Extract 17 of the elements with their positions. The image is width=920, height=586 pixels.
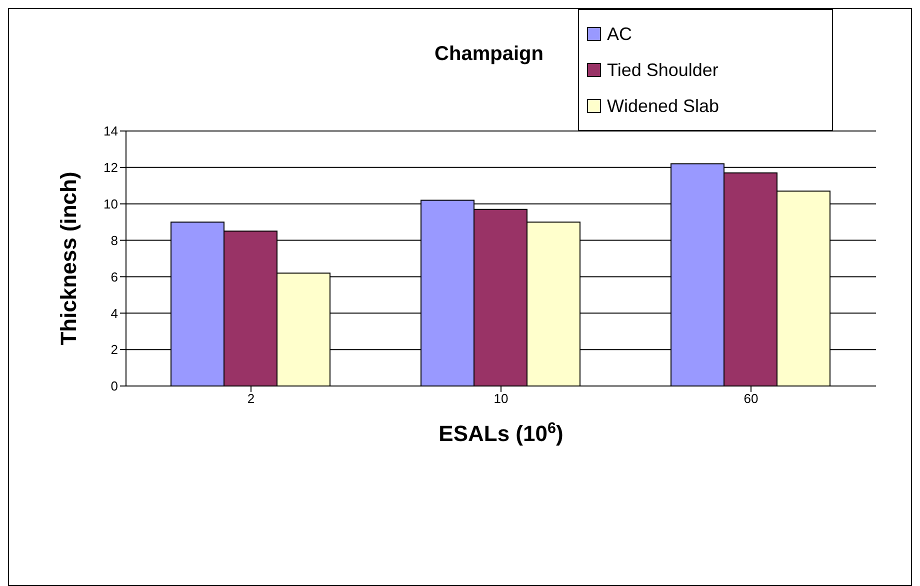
chart-title: Champaign	[434, 43, 544, 66]
y-tick-label: 2	[110, 342, 118, 358]
legend-label: AC	[607, 23, 632, 46]
y-tick-label: 4	[110, 306, 118, 321]
x-tick-label: 10	[494, 391, 508, 406]
x-tick-label: 60	[744, 391, 758, 406]
y-axis-title: Thickness (inch)	[56, 172, 81, 346]
y-tick-label: 12	[104, 160, 118, 176]
y-tick-label: 8	[110, 232, 118, 248]
y-tick-label: 6	[110, 269, 118, 284]
legend-label: Widened Slab	[607, 95, 720, 118]
x-tick-label: 2	[247, 391, 255, 406]
y-tick-label: 14	[104, 124, 118, 139]
y-tick-label: 0	[110, 378, 118, 394]
x-axis-title: ESALs (10$^{6}$)	[438, 420, 564, 446]
y-tick-label: 10	[104, 196, 118, 212]
legend-label: Tied Shoulder	[607, 59, 718, 82]
